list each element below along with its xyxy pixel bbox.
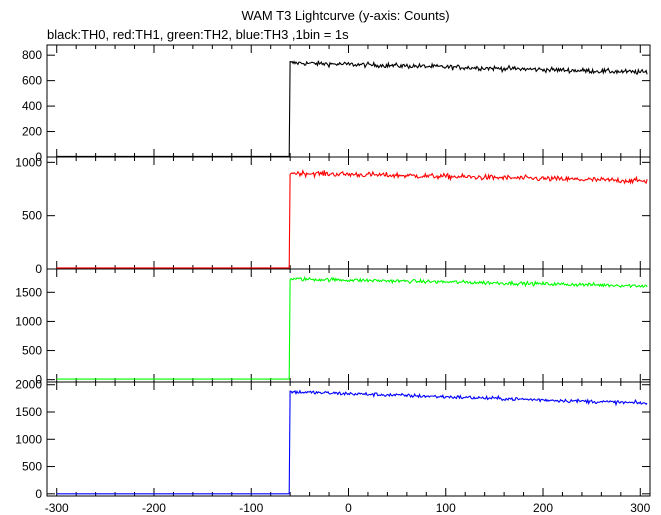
y-tick-label: 500 [22,209,42,223]
x-tick-label: -100 [239,501,263,515]
y-tick-label: 0 [35,373,42,387]
y-tick-label: 600 [22,74,42,88]
x-tick-label: 100 [436,501,456,515]
y-tick-label: 1500 [15,285,42,299]
y-tick-label: 1000 [15,314,42,328]
chart-subtitle: black:TH0, red:TH1, green:TH2, blue:TH3 … [47,27,349,42]
series-line-th0 [56,60,648,157]
chart-title: WAM T3 Lightcurve (y-axis: Counts) [241,8,450,23]
series-line-th2 [56,276,648,380]
x-tick-label: 300 [630,501,650,515]
y-tick-label: 400 [22,99,42,113]
series-line-th1 [56,169,648,269]
panel-frame-th0 [46,44,651,158]
y-tick-label: 1500 [15,405,42,419]
x-tick-label: -300 [45,501,69,515]
panel-frame-th2 [46,268,651,383]
y-tick-label: 1000 [15,155,42,169]
y-tick-label: 800 [22,48,42,62]
y-tick-label: 1000 [15,432,42,446]
panel-frame-th1 [46,156,651,270]
y-tick-label: 500 [22,344,42,358]
x-tick-label: 0 [345,501,352,515]
y-tick-label: 200 [22,125,42,139]
y-tick-label: 2000 [15,378,42,392]
y-tick-label: 0 [35,262,42,276]
x-tick-label: 200 [533,501,553,515]
series-line-th3 [56,389,648,495]
y-tick-label: 0 [35,487,42,501]
y-tick-label: 0 [35,150,42,164]
x-tick-label: -200 [142,501,166,515]
panel-frame-th3 [46,381,651,497]
y-tick-label: 500 [22,460,42,474]
